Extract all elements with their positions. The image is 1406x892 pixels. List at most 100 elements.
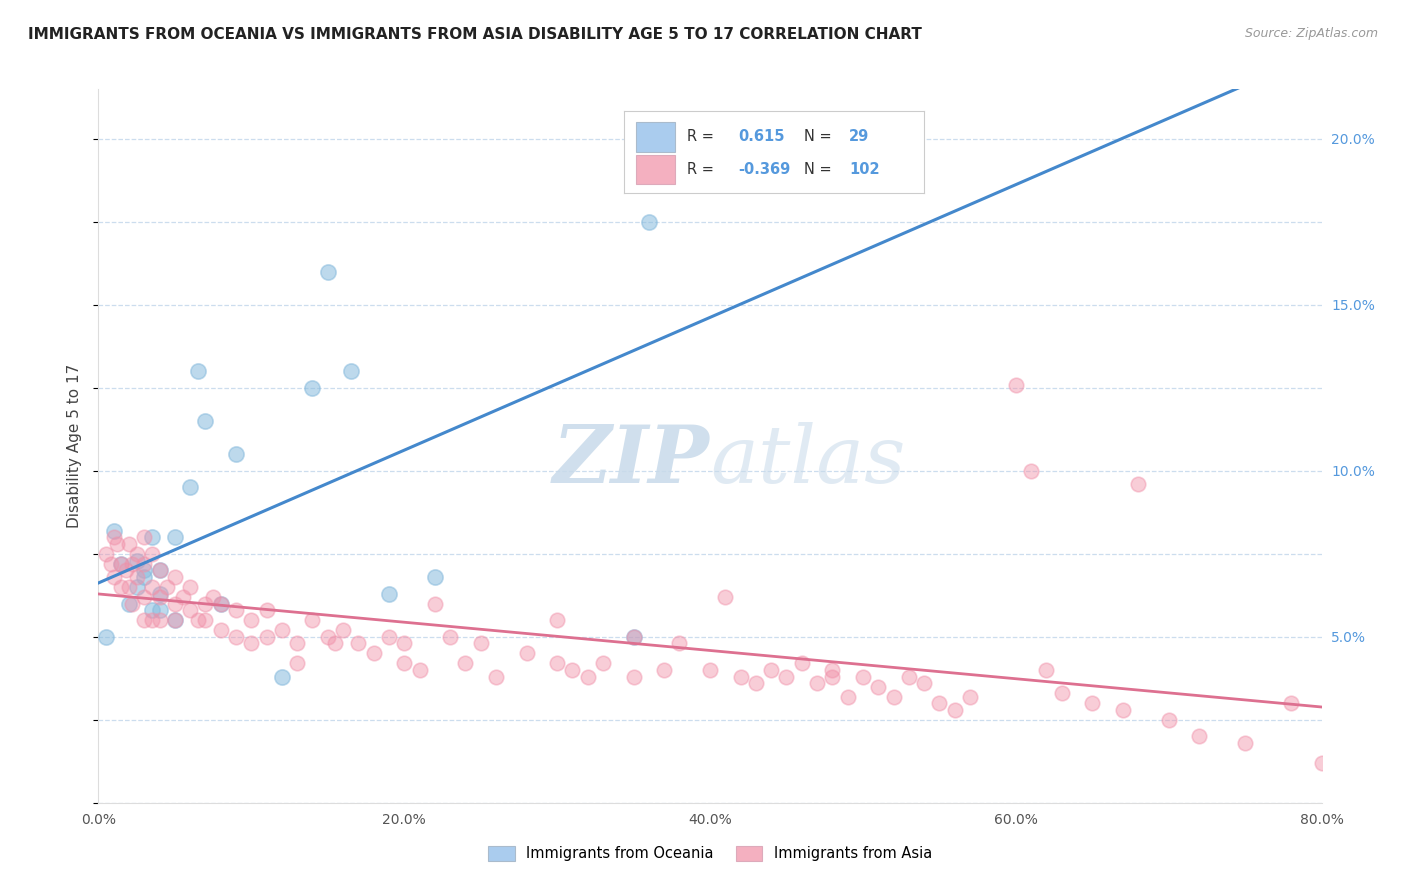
Point bbox=[163, 613, 186, 627]
Point bbox=[378, 587, 401, 601]
Point bbox=[332, 624, 354, 638]
Point bbox=[172, 590, 194, 604]
Point bbox=[118, 597, 141, 611]
Point bbox=[1188, 730, 1211, 744]
Point bbox=[378, 630, 401, 644]
Point bbox=[121, 557, 143, 571]
Text: ZIP: ZIP bbox=[553, 422, 710, 499]
Point bbox=[270, 624, 292, 638]
Point bbox=[775, 670, 797, 684]
Text: 102: 102 bbox=[849, 162, 880, 178]
Text: IMMIGRANTS FROM OCEANIA VS IMMIGRANTS FROM ASIA DISABILITY AGE 5 TO 17 CORRELATI: IMMIGRANTS FROM OCEANIA VS IMMIGRANTS FR… bbox=[28, 27, 922, 42]
Point bbox=[561, 663, 583, 677]
Point bbox=[775, 148, 797, 162]
Point bbox=[256, 630, 278, 644]
Point bbox=[623, 670, 645, 684]
Point bbox=[546, 657, 568, 671]
Point bbox=[118, 580, 141, 594]
Point bbox=[714, 590, 737, 604]
Point bbox=[897, 670, 920, 684]
Text: 0.615: 0.615 bbox=[738, 129, 785, 145]
Point bbox=[1050, 686, 1073, 700]
Point bbox=[141, 613, 163, 627]
Point bbox=[821, 663, 844, 677]
Point bbox=[179, 580, 201, 594]
Point bbox=[202, 590, 225, 604]
Point bbox=[134, 570, 156, 584]
Point bbox=[149, 613, 172, 627]
Point bbox=[408, 663, 430, 677]
Point bbox=[1279, 696, 1302, 710]
Point bbox=[470, 636, 492, 650]
Point bbox=[115, 564, 138, 578]
Point bbox=[149, 590, 172, 604]
Point bbox=[94, 630, 117, 644]
Point bbox=[699, 663, 721, 677]
Point bbox=[928, 696, 950, 710]
Point bbox=[141, 580, 163, 594]
Point bbox=[592, 657, 614, 671]
Point bbox=[141, 603, 163, 617]
Point bbox=[301, 613, 323, 627]
Y-axis label: Disability Age 5 to 17: Disability Age 5 to 17 bbox=[67, 364, 83, 528]
Point bbox=[125, 580, 148, 594]
Point bbox=[1234, 736, 1257, 750]
FancyBboxPatch shape bbox=[637, 155, 675, 185]
Point bbox=[516, 647, 538, 661]
Point bbox=[943, 703, 966, 717]
Point bbox=[149, 603, 172, 617]
Point bbox=[759, 663, 782, 677]
Point bbox=[141, 530, 163, 544]
Point bbox=[163, 613, 186, 627]
Text: Source: ZipAtlas.com: Source: ZipAtlas.com bbox=[1244, 27, 1378, 40]
Point bbox=[163, 530, 186, 544]
Text: N =: N = bbox=[804, 129, 837, 145]
Point bbox=[163, 570, 186, 584]
Text: R =: R = bbox=[688, 162, 718, 178]
Point bbox=[187, 364, 209, 378]
Point bbox=[125, 547, 148, 561]
Point bbox=[240, 636, 263, 650]
Point bbox=[179, 481, 201, 495]
Point bbox=[339, 364, 361, 378]
Point bbox=[1004, 377, 1026, 392]
Point bbox=[1035, 663, 1057, 677]
Point bbox=[110, 580, 132, 594]
Point bbox=[103, 570, 125, 584]
Point bbox=[806, 676, 828, 690]
Point bbox=[347, 636, 370, 650]
Legend: Immigrants from Oceania, Immigrants from Asia: Immigrants from Oceania, Immigrants from… bbox=[482, 839, 938, 867]
Point bbox=[125, 570, 148, 584]
Point bbox=[546, 613, 568, 627]
Point bbox=[134, 564, 156, 578]
Point bbox=[623, 630, 645, 644]
Point bbox=[125, 553, 148, 567]
Point bbox=[652, 663, 675, 677]
Point bbox=[912, 676, 935, 690]
Text: -0.369: -0.369 bbox=[738, 162, 790, 178]
Point bbox=[285, 657, 308, 671]
Point bbox=[149, 564, 172, 578]
Point bbox=[134, 590, 156, 604]
Point bbox=[1310, 756, 1333, 770]
Point bbox=[1019, 464, 1042, 478]
Point bbox=[103, 524, 125, 538]
Point bbox=[316, 630, 339, 644]
Point bbox=[1157, 713, 1180, 727]
Point bbox=[134, 530, 156, 544]
Point bbox=[209, 597, 232, 611]
Point bbox=[623, 630, 645, 644]
Point bbox=[285, 636, 308, 650]
Text: N =: N = bbox=[804, 162, 837, 178]
Point bbox=[110, 557, 132, 571]
Point bbox=[730, 670, 752, 684]
Point bbox=[194, 414, 217, 428]
Point bbox=[163, 597, 186, 611]
Point bbox=[225, 447, 247, 461]
Point bbox=[187, 613, 209, 627]
Point bbox=[392, 636, 416, 650]
Point bbox=[209, 624, 232, 638]
Point bbox=[256, 603, 278, 617]
Point bbox=[576, 670, 599, 684]
Point bbox=[225, 603, 247, 617]
